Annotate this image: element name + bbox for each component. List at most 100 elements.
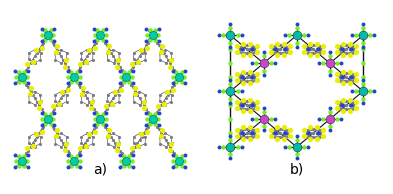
Point — [301, 34, 307, 37]
Point — [316, 62, 322, 65]
Point — [316, 135, 322, 138]
Point — [56, 51, 62, 55]
Point — [129, 153, 136, 156]
Point — [88, 107, 94, 110]
Point — [313, 135, 319, 139]
Point — [317, 48, 323, 51]
Point — [234, 128, 241, 132]
Point — [367, 90, 373, 93]
Point — [131, 51, 137, 54]
Point — [247, 137, 253, 140]
Point — [86, 135, 92, 138]
Point — [58, 139, 64, 142]
Point — [351, 101, 358, 104]
Point — [252, 134, 258, 137]
Point — [234, 79, 241, 82]
Point — [334, 118, 340, 121]
Point — [310, 128, 316, 131]
Point — [84, 97, 90, 100]
Point — [338, 44, 344, 47]
Point — [272, 48, 278, 51]
Point — [253, 107, 260, 110]
Point — [117, 149, 123, 152]
Point — [305, 48, 312, 51]
Point — [168, 51, 174, 54]
Point — [216, 90, 222, 93]
Point — [338, 79, 344, 82]
Point — [327, 125, 333, 128]
Point — [126, 71, 132, 74]
Point — [31, 90, 38, 93]
Point — [347, 42, 353, 45]
Point — [42, 39, 48, 42]
Point — [32, 48, 38, 51]
Point — [117, 82, 123, 85]
Point — [240, 42, 246, 45]
Point — [307, 42, 313, 45]
Point — [31, 145, 38, 148]
Point — [137, 132, 143, 135]
Point — [244, 48, 250, 51]
Point — [32, 132, 38, 135]
Point — [353, 73, 359, 76]
Point — [142, 93, 148, 96]
Point — [71, 76, 77, 79]
Point — [65, 76, 72, 79]
Point — [84, 139, 90, 142]
Point — [241, 44, 248, 47]
Point — [360, 90, 366, 93]
Point — [351, 50, 358, 54]
Point — [249, 107, 255, 110]
Point — [236, 101, 242, 104]
Point — [136, 61, 142, 64]
Point — [338, 104, 345, 107]
Point — [103, 28, 110, 31]
Point — [227, 104, 233, 107]
Point — [110, 145, 117, 148]
Point — [25, 69, 31, 73]
Point — [240, 48, 246, 51]
Point — [336, 78, 342, 81]
Point — [126, 155, 132, 158]
Point — [39, 47, 45, 50]
Point — [167, 61, 173, 65]
Point — [50, 125, 56, 128]
Point — [367, 34, 373, 37]
Point — [121, 81, 127, 84]
Point — [220, 146, 226, 149]
Point — [178, 164, 185, 167]
Point — [334, 73, 340, 76]
Point — [129, 76, 135, 79]
Point — [68, 81, 74, 84]
Point — [336, 101, 342, 104]
Point — [155, 105, 162, 108]
Point — [89, 101, 95, 104]
Point — [157, 52, 163, 55]
Point — [246, 100, 253, 103]
Point — [360, 48, 366, 51]
Point — [281, 132, 287, 135]
Point — [158, 44, 165, 48]
Point — [32, 103, 38, 106]
Point — [346, 72, 352, 75]
Point — [272, 132, 278, 135]
Point — [253, 135, 260, 138]
Point — [52, 58, 59, 61]
Point — [347, 104, 353, 107]
Point — [36, 48, 42, 51]
Point — [351, 73, 358, 76]
Point — [310, 52, 316, 55]
Point — [227, 48, 233, 51]
Point — [160, 100, 167, 103]
Point — [240, 137, 246, 140]
Point — [253, 73, 260, 76]
Point — [51, 107, 57, 111]
Point — [227, 78, 233, 81]
Point — [348, 104, 354, 107]
Point — [91, 128, 97, 131]
Point — [241, 107, 248, 111]
Point — [106, 128, 112, 131]
Point — [105, 93, 111, 96]
Point — [147, 122, 153, 126]
Point — [181, 159, 187, 163]
